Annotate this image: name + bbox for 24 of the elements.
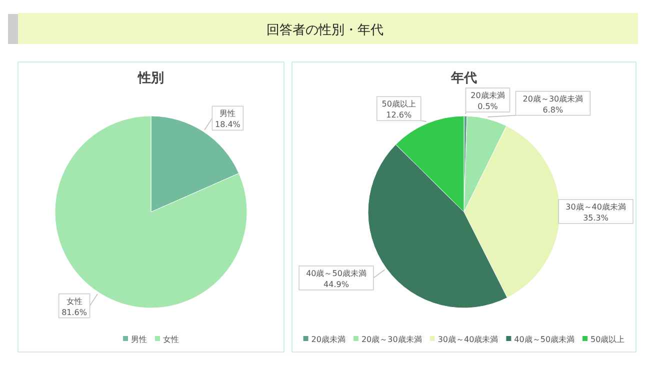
data-label: 6.8% [542, 105, 564, 114]
legend-label: 40歳～50歳未満 [514, 335, 575, 344]
legend-label: 女性 [163, 335, 179, 344]
slice-label: 20歳～30歳未満 [522, 94, 584, 104]
data-label: 0.5% [478, 102, 498, 112]
legend-label: 男性 [131, 335, 147, 344]
chart-title: 性別 [137, 71, 164, 86]
slice-label: 30歳～40歳未満 [566, 202, 626, 212]
slice-label: 40歳～50歳未満 [306, 268, 366, 278]
slice-label: 女性 [66, 296, 82, 306]
data-label: 12.6% [386, 110, 412, 120]
slice-label: 男性 [220, 109, 236, 118]
legend-label: 30歳～40歳未満 [438, 335, 498, 344]
data-label: 44.9% [324, 280, 350, 289]
slice-label: 50歳以上 [382, 100, 416, 109]
data-label: 18.4% [214, 120, 241, 130]
chart-title: 年代 [450, 71, 477, 86]
legend-label: 20歳未満 [311, 335, 346, 344]
text: 回答者の性別・年代 [266, 23, 384, 38]
legend-label: 50歳以上 [590, 335, 625, 344]
slice-label: 20歳未満 [470, 91, 505, 100]
legend-label: 20歳～30歳未満 [361, 335, 422, 344]
data-label: 35.3% [583, 213, 609, 222]
data-label: 81.6% [62, 308, 88, 317]
